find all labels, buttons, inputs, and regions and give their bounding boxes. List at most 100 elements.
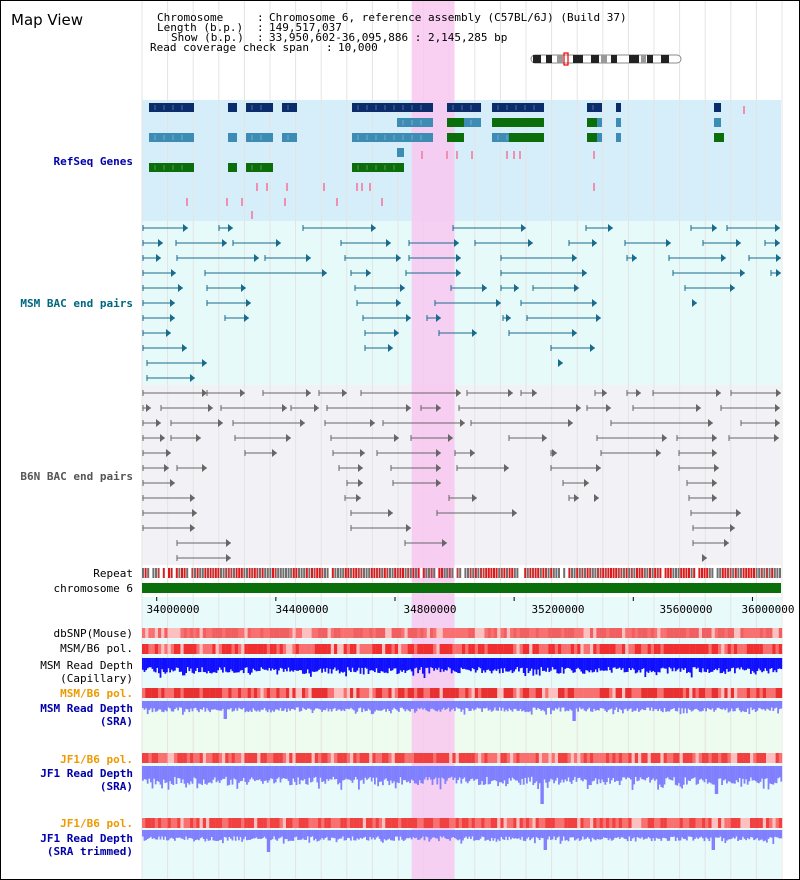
read-depth-bar bbox=[682, 658, 685, 670]
read-depth-bar bbox=[209, 701, 211, 713]
track-label-msm-b6-pol-2[interactable]: MSM/B6 pol. bbox=[60, 687, 133, 700]
polymorphism-strip bbox=[471, 818, 475, 828]
refseq-pink-mark bbox=[286, 183, 288, 191]
b6n-bac-pair-arrow bbox=[164, 464, 169, 472]
polymorphism-strip bbox=[474, 628, 479, 638]
polymorphism-strip bbox=[366, 753, 370, 763]
read-depth-bar bbox=[756, 830, 759, 839]
read-depth-bar bbox=[745, 830, 747, 841]
track-label-b6n-bac[interactable]: B6N BAC end pairs bbox=[20, 470, 133, 483]
track-label-msm-depth-sra[interactable]: MSM Read Depth (SRA) bbox=[40, 702, 133, 728]
polymorphism-strip bbox=[574, 818, 578, 828]
read-depth-bar bbox=[452, 830, 455, 837]
msm-bac-pair-arrow bbox=[608, 224, 613, 232]
read-depth-bar bbox=[722, 766, 725, 781]
polymorphism-strip bbox=[199, 688, 203, 698]
repeat-block bbox=[181, 568, 183, 578]
polymorphism-strip bbox=[324, 644, 328, 654]
read-depth-bar bbox=[399, 830, 402, 837]
read-depth-bar bbox=[430, 658, 432, 668]
read-depth-bar bbox=[374, 766, 376, 785]
info-length-value: 149,517,037 bbox=[269, 21, 342, 34]
polymorphism-strip bbox=[433, 818, 437, 828]
read-depth-bar bbox=[542, 701, 544, 710]
read-depth-bar bbox=[199, 830, 202, 839]
read-depth-bar bbox=[588, 830, 591, 839]
info-length-sep: : bbox=[257, 21, 271, 34]
polymorphism-strip bbox=[228, 818, 232, 828]
read-depth-bar bbox=[406, 658, 408, 671]
repeat-block bbox=[532, 568, 534, 578]
read-depth-bar bbox=[686, 766, 688, 785]
polymorphism-strip bbox=[526, 644, 530, 654]
read-depth-bar bbox=[374, 658, 376, 673]
polymorphism-strip bbox=[180, 818, 184, 828]
read-depth-bar bbox=[650, 830, 653, 842]
polymorphism-strip bbox=[465, 753, 469, 763]
read-depth-bar bbox=[158, 830, 160, 837]
track-label-msm-depth-capillary[interactable]: MSM Read Depth (Capillary) bbox=[40, 659, 133, 685]
polymorphism-strip bbox=[366, 644, 370, 654]
polymorphism-strip bbox=[718, 628, 722, 638]
polymorphism-strip bbox=[388, 628, 392, 638]
chromosome-bar bbox=[142, 583, 781, 593]
polymorphism-strip bbox=[535, 628, 539, 638]
read-depth-bar bbox=[402, 658, 405, 671]
polymorphism-strip bbox=[170, 818, 175, 828]
repeat-block bbox=[750, 568, 753, 578]
polymorphism-strip bbox=[455, 818, 459, 828]
track-label-jf1-b6-pol[interactable]: JF1/B6 pol. bbox=[60, 753, 133, 766]
read-depth-bar bbox=[153, 830, 155, 839]
read-depth-bar bbox=[178, 830, 181, 838]
read-depth-bar bbox=[543, 766, 546, 780]
polymorphism-strip bbox=[644, 628, 648, 638]
read-depth-bar bbox=[481, 766, 483, 782]
track-label-jf1-b6-pol-2[interactable]: JF1/B6 pol. bbox=[60, 817, 133, 830]
track-label-jf1-depth-trimmed[interactable]: JF1 Read Depth (SRA trimmed) bbox=[40, 832, 133, 858]
read-depth-bar bbox=[340, 766, 343, 790]
read-depth-bar bbox=[490, 766, 493, 782]
read-depth-bar bbox=[559, 830, 562, 844]
polymorphism-strip bbox=[641, 688, 645, 698]
polymorphism-strip bbox=[148, 628, 152, 638]
track-label-chromosome[interactable]: chromosome 6 bbox=[53, 582, 133, 595]
read-depth-bar bbox=[345, 658, 347, 677]
polymorphism-strip bbox=[724, 818, 728, 828]
b6n-bac-pair-arrow bbox=[358, 464, 363, 472]
read-depth-bar bbox=[428, 830, 431, 842]
polymorphism-strip bbox=[369, 628, 373, 638]
repeat-block bbox=[339, 568, 342, 578]
repeat-block bbox=[376, 568, 378, 578]
read-depth-bar bbox=[266, 658, 269, 671]
read-depth-bar bbox=[326, 766, 328, 780]
polymorphism-strip bbox=[561, 818, 565, 828]
read-depth-bar bbox=[610, 658, 613, 673]
msm-bac-pair-arrow bbox=[182, 344, 187, 352]
polymorphism-strip bbox=[372, 688, 376, 698]
polymorphism-strip bbox=[718, 753, 722, 763]
polymorphism-strip bbox=[388, 688, 392, 698]
read-depth-bar bbox=[622, 701, 624, 714]
read-depth-bar bbox=[295, 830, 298, 837]
read-depth-bar bbox=[161, 701, 163, 712]
repeat-block bbox=[326, 568, 329, 578]
b6n-bac-pair-arrow bbox=[370, 419, 375, 427]
polymorphism-strip bbox=[305, 818, 309, 828]
read-depth-bar bbox=[598, 701, 600, 711]
track-label-jf1-depth-sra[interactable]: JF1 Read Depth (SRA) bbox=[40, 767, 133, 793]
track-label-repeat[interactable]: Repeat bbox=[93, 567, 133, 580]
polymorphism-strip bbox=[590, 644, 594, 654]
read-depth-bar bbox=[700, 701, 703, 712]
track-label-dbsnp[interactable]: dbSNP(Mouse) bbox=[53, 627, 133, 640]
read-depth-bar bbox=[271, 830, 274, 840]
read-depth-bar bbox=[252, 701, 255, 709]
read-depth-bar bbox=[241, 766, 243, 781]
repeat-block bbox=[188, 568, 191, 578]
track-label-msm-b6-pol[interactable]: MSM/B6 pol. bbox=[60, 642, 133, 655]
polymorphism-strip bbox=[734, 628, 738, 638]
polymorphism-strip bbox=[398, 628, 402, 638]
track-label-refseq[interactable]: RefSeq Genes bbox=[53, 155, 133, 168]
read-depth-bar bbox=[617, 830, 619, 837]
track-label-msm-bac[interactable]: MSM BAC end pairs bbox=[20, 297, 133, 310]
read-depth-bar bbox=[668, 830, 671, 841]
